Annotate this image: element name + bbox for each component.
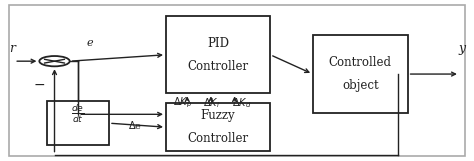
Text: object: object: [342, 79, 379, 92]
Text: $\Delta$e: $\Delta$e: [128, 119, 142, 131]
Text: $-$: $-$: [33, 77, 46, 91]
FancyBboxPatch shape: [166, 16, 270, 93]
FancyBboxPatch shape: [47, 101, 109, 145]
Text: $\Delta K_i$: $\Delta K_i$: [203, 96, 220, 110]
Text: $\frac{de}{dt}$: $\frac{de}{dt}$: [72, 103, 85, 125]
Text: e: e: [87, 38, 93, 48]
Text: $\Delta K_d$: $\Delta K_d$: [232, 96, 251, 110]
Text: Fuzzy: Fuzzy: [201, 109, 236, 122]
Text: Controlled: Controlled: [329, 56, 392, 69]
FancyBboxPatch shape: [166, 103, 270, 151]
Text: Controller: Controller: [188, 132, 248, 145]
Text: Controller: Controller: [188, 60, 248, 72]
Text: PID: PID: [207, 37, 229, 50]
Text: y: y: [458, 42, 466, 55]
Circle shape: [39, 56, 70, 66]
Text: r: r: [9, 42, 15, 55]
Text: $\Delta K_p$: $\Delta K_p$: [173, 96, 192, 110]
FancyBboxPatch shape: [313, 35, 408, 113]
